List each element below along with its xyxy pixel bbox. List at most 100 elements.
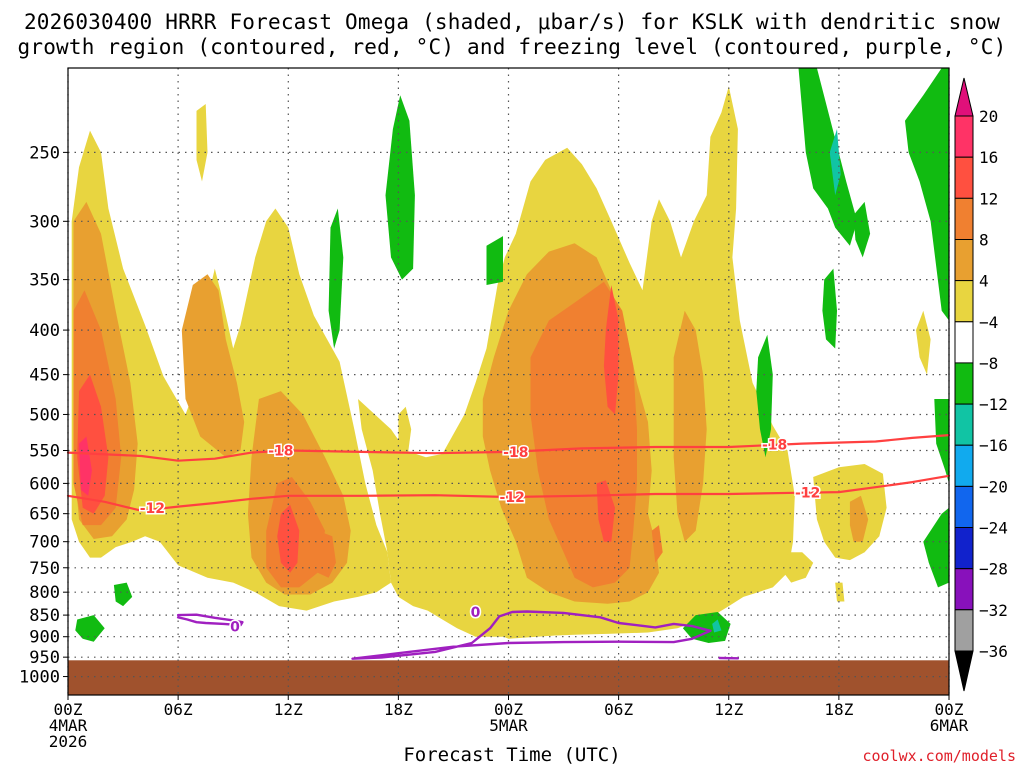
colorbar-label: 12: [979, 189, 998, 208]
y-tick-label: 1000: [19, 668, 60, 688]
dgz-contour: [66, 434, 951, 462]
x-tick-label: 18Z: [384, 700, 413, 719]
colorbar-label: −28: [979, 560, 1008, 579]
y-tick-label: 300: [29, 212, 60, 232]
omega-region: [181, 274, 245, 458]
dgz-contour-label: -18: [503, 445, 528, 461]
colorbar-label: −8: [979, 354, 998, 373]
dgz-contour-label: -12: [795, 486, 820, 502]
x-tick-date-label: 5MAR: [489, 716, 528, 735]
colorbar-label: −36: [979, 642, 1008, 661]
omega-region: [651, 525, 663, 563]
y-tick-label: 900: [29, 628, 60, 648]
x-tick-label: 06Z: [604, 700, 633, 719]
colorbar-label: −24: [979, 519, 1008, 538]
colorbar-swatch: [954, 156, 974, 199]
omega-region: [916, 310, 931, 375]
omega-region: [712, 619, 722, 633]
y-tick-label: 700: [29, 533, 60, 553]
dgz-contour-label: -12: [140, 501, 165, 517]
colorbar-label: 8: [979, 231, 989, 250]
omega-region: [682, 612, 731, 643]
omega-region: [277, 504, 300, 573]
colorbar-swatch: [954, 197, 974, 241]
y-tick-label: 250: [29, 143, 60, 163]
y-tick-label: 400: [29, 321, 60, 341]
omega-region: [849, 495, 869, 542]
colorbar-label: 16: [979, 148, 998, 167]
y-tick-label: 450: [29, 366, 60, 386]
omega-region: [113, 582, 133, 607]
y-tick-label: 950: [29, 648, 60, 668]
omega-region: [829, 129, 841, 196]
colorbar-swatch: [954, 485, 974, 529]
colorbar-swatch: [954, 403, 974, 446]
omega-region: [835, 582, 845, 602]
omega-region: [853, 201, 871, 258]
x-tick-date-label: 6MAR: [930, 716, 969, 735]
omega-shading: [71, 68, 949, 643]
colorbar-label: −4: [979, 313, 998, 332]
colorbar-label: −32: [979, 601, 1008, 620]
x-tick-label: 12Z: [274, 700, 303, 719]
y-tick-label: 750: [29, 559, 60, 579]
omega-region: [317, 530, 336, 578]
colorbar-swatch: [954, 239, 974, 282]
colorbar-label: −12: [979, 395, 1008, 414]
colorbar-swatch: [954, 280, 974, 323]
freezing-level-contour-label: 0: [471, 605, 481, 621]
chart-title-line-2: growth region (contoured, red, °C) and f…: [17, 35, 1007, 59]
colorbar: 20 16 12 8 4 −4 −8 −12 −16 −20 −24 −28 −32 −36: [954, 77, 1008, 692]
omega-region: [486, 236, 503, 285]
dgz-contour-label: -18: [762, 437, 787, 453]
omega-region: [385, 95, 415, 280]
x-axis-title: Forecast Time (UTC): [403, 744, 621, 766]
y-tick-label: 850: [29, 606, 60, 626]
dgz-contour-label: -12: [500, 490, 525, 506]
colorbar-swatch: [954, 444, 974, 487]
colorbar-swatch: [954, 568, 974, 611]
colorbar-swatch: [954, 609, 974, 652]
x-tick-label: 12Z: [714, 700, 743, 719]
colorbar-label: −20: [979, 477, 1008, 496]
y-tick-label: 500: [29, 406, 60, 426]
colorbar-top-arrow: [954, 77, 974, 117]
x-tick-label: 00Z: [494, 700, 523, 719]
freezing-level-contour-label: 0: [230, 620, 240, 636]
x-tick-label: 06Z: [164, 700, 193, 719]
omega-region: [822, 268, 837, 349]
omega-region: [783, 552, 814, 583]
x-tick-date-label: 2026: [49, 732, 88, 751]
omega-region: [75, 615, 105, 642]
omega-region: [756, 334, 773, 458]
ground-surface: [68, 660, 949, 695]
colorbar-swatch: [954, 321, 974, 364]
y-tick-label: 650: [29, 505, 60, 525]
colorbar-label: 20: [979, 107, 998, 126]
omega-region: [923, 507, 949, 588]
x-tick-label: 00Z: [54, 700, 83, 719]
y-tick-label: 350: [29, 271, 60, 291]
omega-region: [798, 68, 858, 246]
colorbar-swatch: [954, 115, 974, 158]
x-tick-date-label: 4MAR: [49, 716, 88, 735]
omega-region: [673, 310, 707, 542]
freezing-level-contour: [176, 613, 244, 627]
colorbar-swatch: [954, 527, 974, 570]
credit-link[interactable]: coolwx.com/models: [862, 747, 1016, 765]
x-tick-label: 18Z: [824, 700, 853, 719]
omega-region: [196, 104, 208, 182]
omega-region: [398, 406, 412, 471]
y-tick-label: 800: [29, 583, 60, 603]
x-tick-label: 00Z: [935, 700, 964, 719]
omega-region: [328, 208, 344, 349]
omega-region: [603, 285, 619, 415]
chart-title-line-1: 2026030400 HRRR Forecast Omega (shaded, …: [23, 10, 1001, 34]
y-tick-label: 550: [29, 442, 60, 462]
y-tick-label: 600: [29, 474, 60, 494]
omega-region: [934, 399, 949, 484]
colorbar-label: 4: [979, 272, 989, 291]
freezing-level-contour: [351, 610, 712, 660]
omega-region: [79, 436, 92, 496]
